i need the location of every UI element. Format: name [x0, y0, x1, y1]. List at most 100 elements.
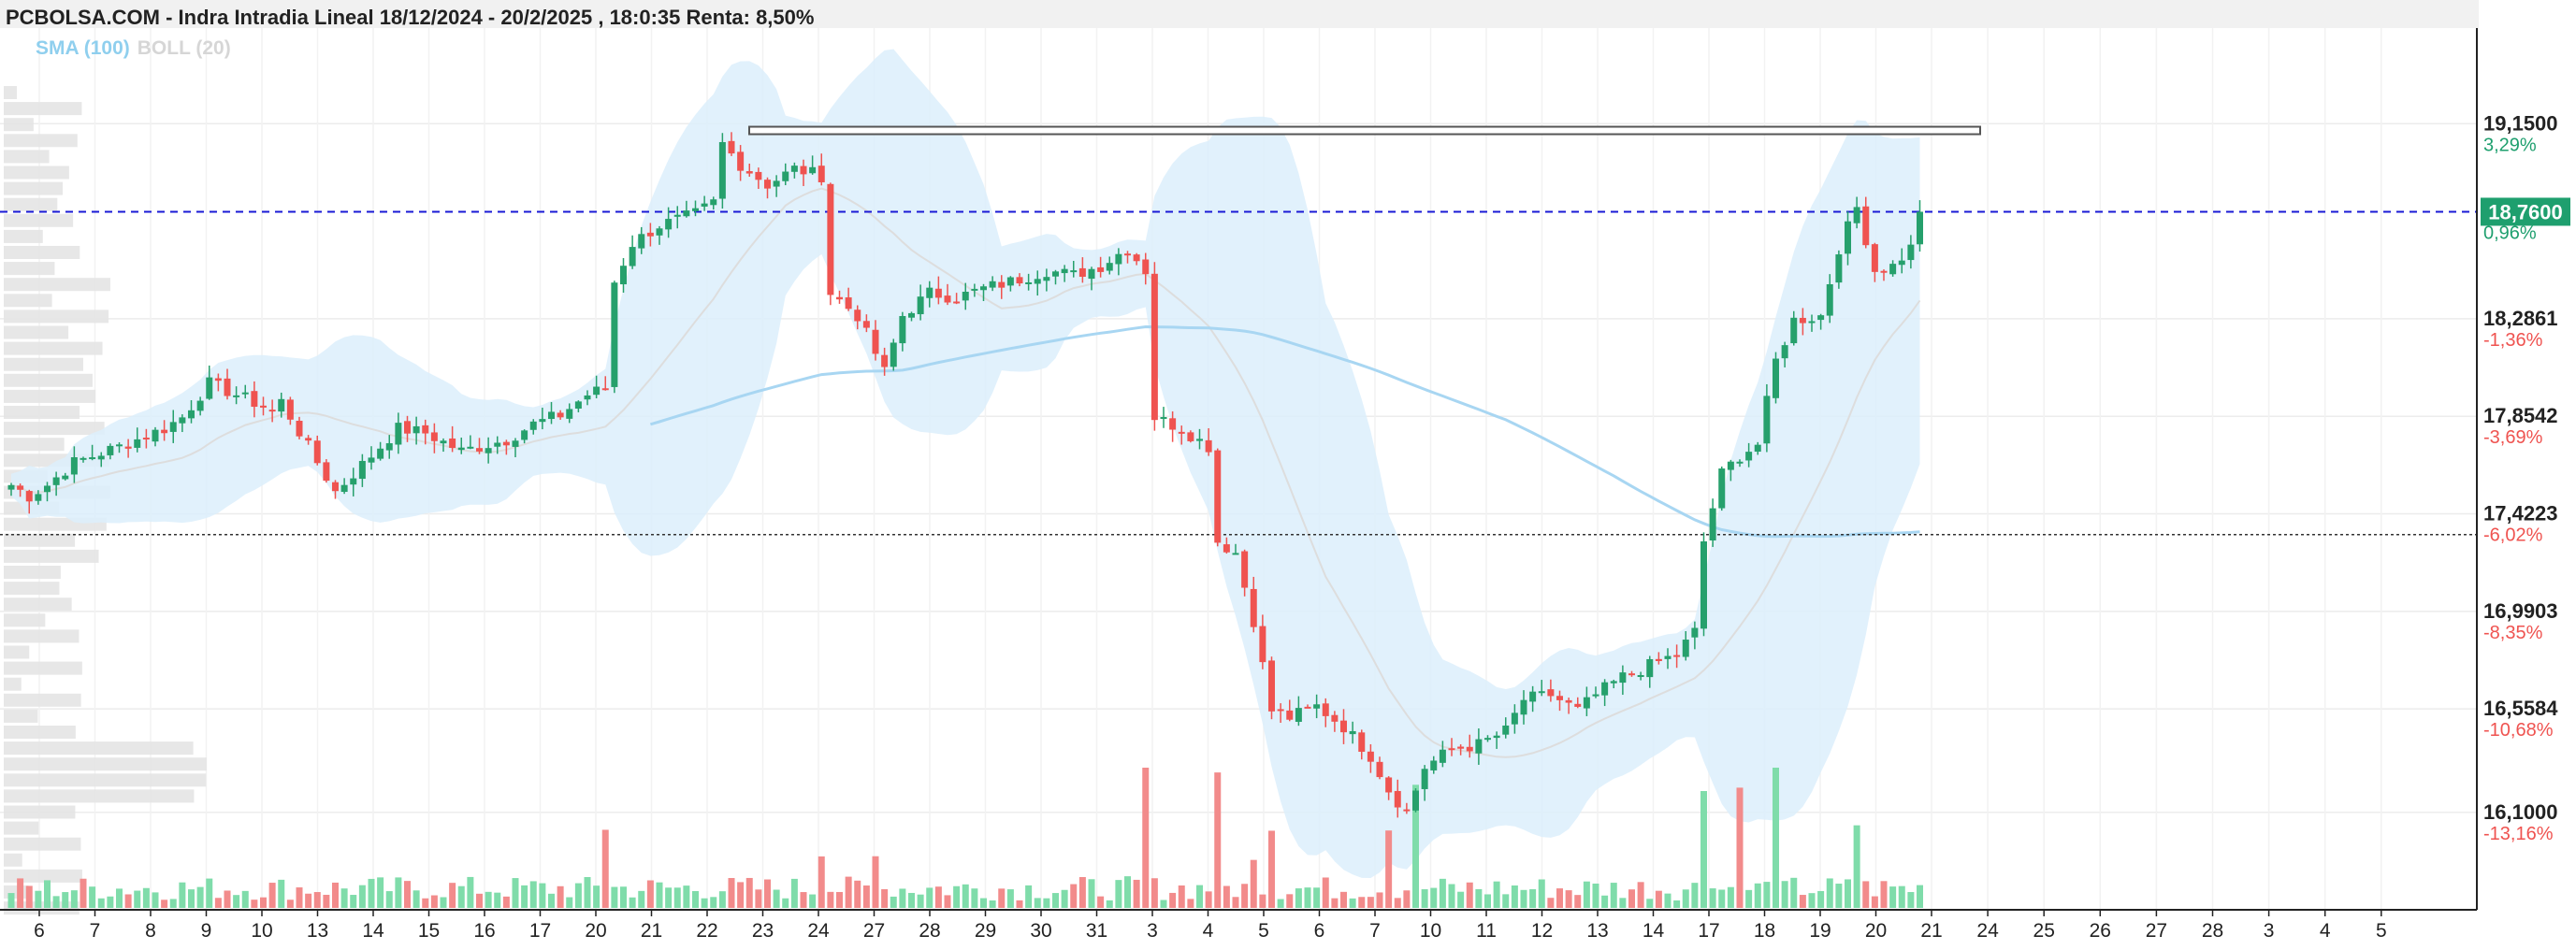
legend-boll[interactable]: BOLL (20) [137, 37, 231, 59]
candle-body [1619, 672, 1627, 684]
volume-bar [116, 888, 123, 908]
volume-bar [1484, 894, 1491, 908]
volume-bar [1773, 768, 1779, 908]
candle-body [1006, 277, 1014, 286]
candle-body [278, 398, 285, 412]
volume-bar [881, 888, 889, 908]
candle-body [1187, 432, 1194, 441]
candle-body [827, 183, 834, 295]
volume-bar [574, 883, 582, 908]
volume-bar [718, 891, 726, 908]
x-tick-label: 24 [807, 920, 830, 942]
x-tick-label: 14 [1643, 920, 1665, 942]
indicator-legend: SMA (100) BOLL (20) [36, 37, 231, 60]
candle-body [206, 377, 213, 399]
candle-body [385, 443, 393, 451]
candle-body [1556, 696, 1563, 700]
volume-bar [1457, 891, 1465, 908]
volume-bar [1646, 899, 1654, 908]
volume-bar [1232, 897, 1239, 908]
volume-bar [728, 878, 735, 908]
candle-body [854, 309, 861, 322]
candle-body [1142, 259, 1150, 275]
candle-body [1529, 691, 1537, 702]
candle-body [890, 342, 897, 367]
candle-body [377, 448, 384, 459]
candle-body [1367, 751, 1374, 762]
x-tick-label: 13 [1586, 920, 1608, 942]
candle-body [1835, 254, 1843, 283]
candle-body [1403, 809, 1411, 812]
volume-bar [350, 895, 357, 908]
volume-bar [395, 877, 402, 908]
legend-sma[interactable]: SMA (100) [36, 37, 130, 59]
candle-body [1871, 244, 1878, 272]
candle-body [1421, 769, 1428, 789]
candle-body [494, 442, 501, 447]
candle-body [296, 420, 303, 437]
volume-bar [683, 885, 690, 908]
candle-body [1214, 450, 1222, 543]
x-tick-label: 17 [1698, 920, 1719, 942]
chart-title: PCBOLSA.COM - Indra Intradia Lineal 18/1… [6, 6, 815, 29]
candle-body [1709, 508, 1716, 541]
x-axis: 6 7 8 9 10 13 14 15 16 17 20 21 22 23 24 27 28 29 30 31 3 4 5 6… [34, 910, 2387, 942]
resistance-box [748, 125, 1981, 136]
candle-body [350, 478, 357, 485]
profile-bar [4, 341, 103, 355]
candle-body [1268, 660, 1275, 712]
volume-bar [917, 894, 924, 908]
volume-bar [1448, 884, 1455, 908]
volume-bar [1078, 877, 1086, 908]
candle-body [332, 482, 339, 492]
candle-body [584, 395, 591, 400]
volume-bar [1682, 889, 1689, 908]
candle-body [1799, 317, 1806, 324]
volume-bar [1169, 892, 1177, 908]
x-tick-label: 19 [1809, 920, 1831, 942]
x-tick-label: 22 [696, 920, 717, 942]
volume-bar [611, 886, 618, 908]
profile-bar [4, 869, 82, 883]
profile-bar [4, 150, 50, 164]
volume-bar [7, 893, 15, 908]
profile-bar [4, 709, 38, 723]
volume-bar [539, 883, 546, 908]
candle-body [1178, 431, 1185, 434]
volume-bar [1196, 885, 1203, 908]
candle-body [1826, 284, 1833, 316]
candle-body [980, 286, 987, 291]
volume-bar [1619, 898, 1627, 908]
volume-bar [422, 898, 429, 908]
candle-body [809, 166, 817, 174]
volume-bar [745, 877, 753, 908]
volume-bar [980, 898, 987, 908]
volume-bar [710, 897, 717, 908]
candle-body [188, 410, 195, 419]
candle-body [529, 421, 537, 430]
volume-bar [1727, 886, 1734, 908]
volume-bar [152, 892, 159, 908]
volume-bar [142, 887, 150, 908]
sma-line [649, 324, 1920, 539]
candle-body [1808, 321, 1816, 324]
candle-body [1763, 396, 1771, 444]
candle-body [430, 432, 438, 441]
volume-bar [1745, 889, 1753, 908]
candle-body [1250, 588, 1257, 627]
volume-bar [467, 876, 474, 908]
candle-body [1430, 760, 1438, 770]
volume-bar [1430, 887, 1438, 908]
volume-bar [1862, 881, 1870, 908]
profile-bar [4, 325, 69, 339]
volume-bar [809, 894, 817, 908]
candle-body [260, 405, 267, 408]
candle-body [1439, 749, 1446, 763]
candle-body [1052, 271, 1059, 277]
volume-bar [1889, 886, 1897, 908]
volume-bar [35, 890, 42, 908]
volume-bar [206, 878, 213, 908]
volume-bar [1664, 893, 1672, 908]
candle-body [485, 448, 492, 453]
x-tick-label: 20 [1865, 920, 1887, 942]
